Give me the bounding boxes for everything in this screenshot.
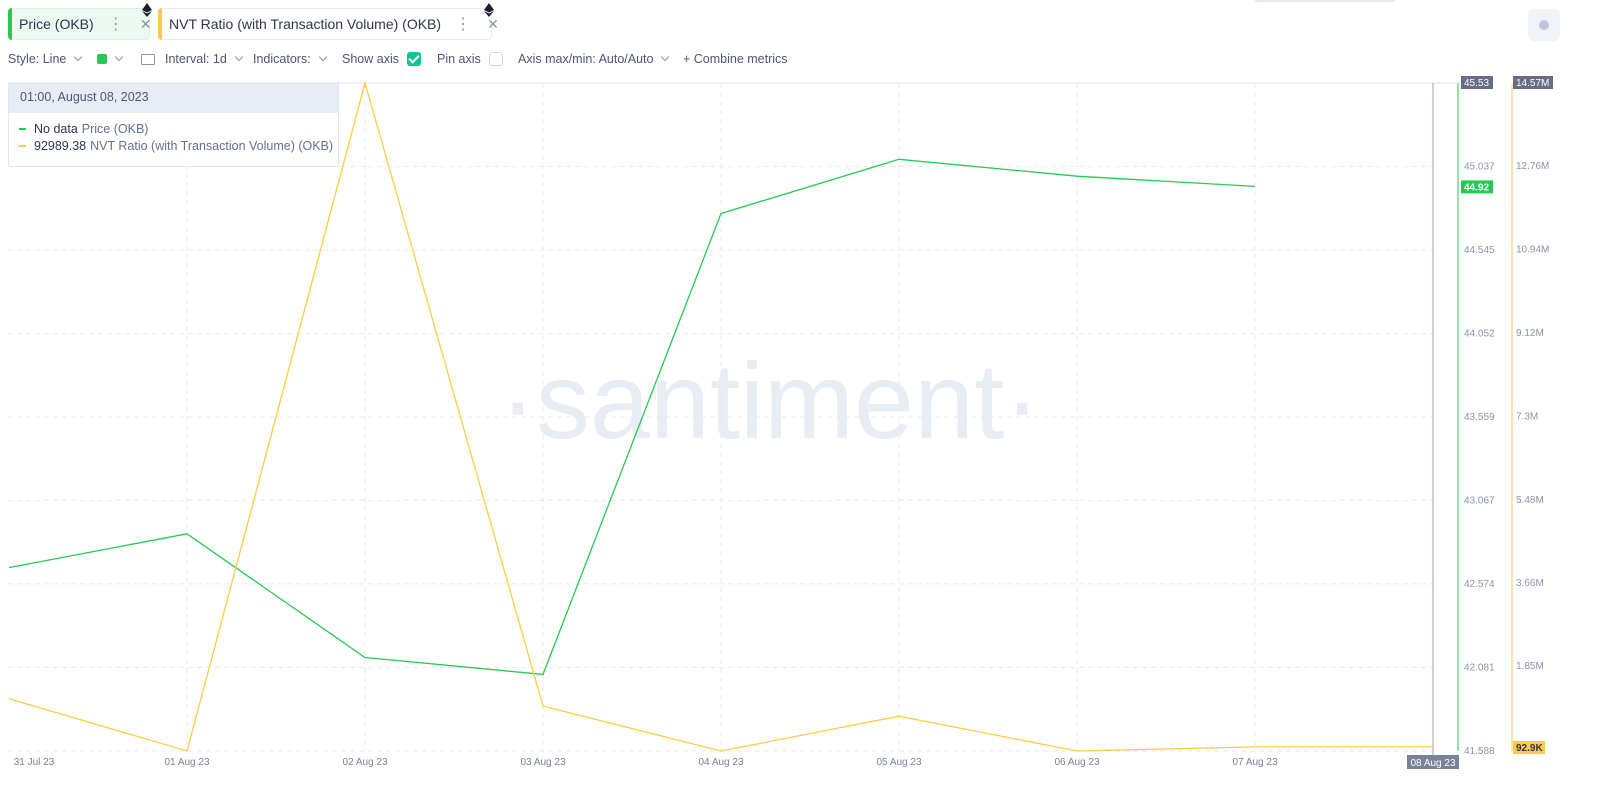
- left-axis-tick: 42.574: [1464, 579, 1495, 590]
- show-axis-label: Show axis: [342, 52, 399, 66]
- right-axis-tick: 5.48M: [1516, 495, 1544, 506]
- tooltip-row-nvt: 92989.38 NVT Ratio (with Transaction Vol…: [19, 139, 333, 153]
- right-axis-tick: 10.94M: [1516, 244, 1549, 255]
- right-axis-current-label: 92.9K: [1516, 743, 1543, 754]
- axis-minmax-label: Axis max/min: Auto/Auto: [518, 52, 654, 66]
- indicators-dropdown[interactable]: Indicators:: [253, 52, 327, 66]
- color-dropdown[interactable]: [97, 52, 124, 64]
- left-axis-max-label: 45.53: [1464, 78, 1489, 89]
- show-axis-toggle[interactable]: Show axis: [342, 52, 421, 66]
- right-axis-max-badge: [1513, 76, 1553, 89]
- record-icon: [1539, 20, 1549, 30]
- checkbox-unchecked-icon[interactable]: [488, 52, 503, 66]
- right-axis-current-badge: [1513, 741, 1545, 754]
- more-options-icon[interactable]: ⋮: [455, 16, 472, 33]
- ethereum-icon: [484, 3, 494, 17]
- left-axis-tick: 43.067: [1464, 495, 1495, 506]
- pin-axis-label: Pin axis: [437, 52, 481, 66]
- metric-tab-label: NVT Ratio (with Transaction Volume) (OKB…: [169, 16, 442, 32]
- x-tick-label: 06 Aug 23: [1054, 757, 1099, 768]
- right-axis-tick: 3.66M: [1516, 578, 1544, 589]
- series-color-dash: [19, 145, 26, 147]
- ethereum-icon: [142, 3, 152, 17]
- watermark: ·santiment·: [500, 340, 1040, 461]
- tooltip-series-name: Price (OKB): [81, 122, 149, 136]
- style-label: Style: Line: [8, 52, 67, 66]
- interval-dropdown[interactable]: Interval: 1d: [141, 52, 244, 66]
- series-line-price: [8, 158, 1256, 676]
- metric-tab-price[interactable]: Price (OKB) ⋮ ✕: [8, 3, 152, 40]
- tooltip-row-price: No data Price (OKB): [19, 122, 148, 136]
- crosshair-date-badge: [1407, 755, 1459, 769]
- left-axis-current-label: 44.92: [1464, 182, 1489, 193]
- left-axis-tick: 41.588: [1464, 746, 1495, 757]
- metric-color-bar: [158, 8, 162, 40]
- x-tick-label: 03 Aug 23: [520, 757, 565, 768]
- series-line-nvt: [8, 80, 1433, 752]
- left-axis-tick: 44.545: [1464, 245, 1495, 256]
- combine-metrics-button[interactable]: + Combine metrics: [683, 52, 788, 66]
- interval-icon: [141, 53, 155, 65]
- x-tick-label: 02 Aug 23: [342, 757, 387, 768]
- color-swatch: [97, 54, 107, 64]
- axis-minmax-dropdown[interactable]: Axis max/min: Auto/Auto: [518, 52, 670, 66]
- right-axis-tick: 12.76M: [1516, 161, 1549, 172]
- left-axis-current-badge: [1461, 180, 1493, 194]
- interval-label: Interval: 1d: [165, 52, 227, 66]
- tooltip-date: 01:00, August 08, 2023: [9, 84, 338, 113]
- metric-tab-nvt[interactable]: NVT Ratio (with Transaction Volume) (OKB…: [158, 3, 499, 40]
- right-axis-tick: 7.3M: [1516, 411, 1538, 422]
- right-axis-max-label: 14.57M: [1516, 78, 1549, 89]
- tooltip-value: 92989.38: [34, 139, 87, 153]
- left-axis-max-badge: [1461, 76, 1493, 89]
- left-axis-tick: 43.559: [1464, 412, 1495, 423]
- left-axis-tick: 44.052: [1464, 328, 1495, 339]
- combine-metrics-label: + Combine metrics: [683, 52, 788, 66]
- x-tick-label: 01 Aug 23: [164, 757, 209, 768]
- crosshair-date-label: 08 Aug 23: [1410, 758, 1455, 769]
- x-tick-label: 05 Aug 23: [876, 757, 921, 768]
- pin-axis-toggle[interactable]: Pin axis: [437, 52, 503, 66]
- x-tick-label: 04 Aug 23: [698, 757, 743, 768]
- tooltip-series-name: NVT Ratio (with Transaction Volume) (OKB…: [90, 139, 334, 153]
- right-axis-tick: 9.12M: [1516, 328, 1544, 339]
- indicators-label: Indicators:: [253, 52, 311, 66]
- checkbox-checked-icon[interactable]: [406, 52, 421, 66]
- x-tick-label: 31 Jul 23: [14, 757, 55, 768]
- metric-tab-label: Price (OKB): [19, 16, 94, 32]
- more-options-icon[interactable]: ⋮: [107, 16, 124, 33]
- series-color-dash: [19, 128, 26, 130]
- right-axis-tick: 1.85M: [1516, 661, 1544, 672]
- top-decor-line: [1255, 0, 1395, 2]
- metric-color-bar: [8, 8, 12, 40]
- close-icon[interactable]: ✕: [487, 15, 499, 32]
- settings-button[interactable]: [1528, 9, 1560, 41]
- left-axis-tick: 42.081: [1464, 662, 1495, 673]
- chart-tooltip: 01:00, August 08, 2023 No data Price (OK…: [8, 83, 339, 167]
- tooltip-value: No data: [34, 122, 78, 136]
- close-icon[interactable]: ✕: [139, 15, 152, 32]
- x-tick-label: 07 Aug 23: [1232, 757, 1277, 768]
- style-dropdown[interactable]: Style: Line: [8, 52, 83, 66]
- left-axis-tick: 45.037: [1464, 162, 1495, 173]
